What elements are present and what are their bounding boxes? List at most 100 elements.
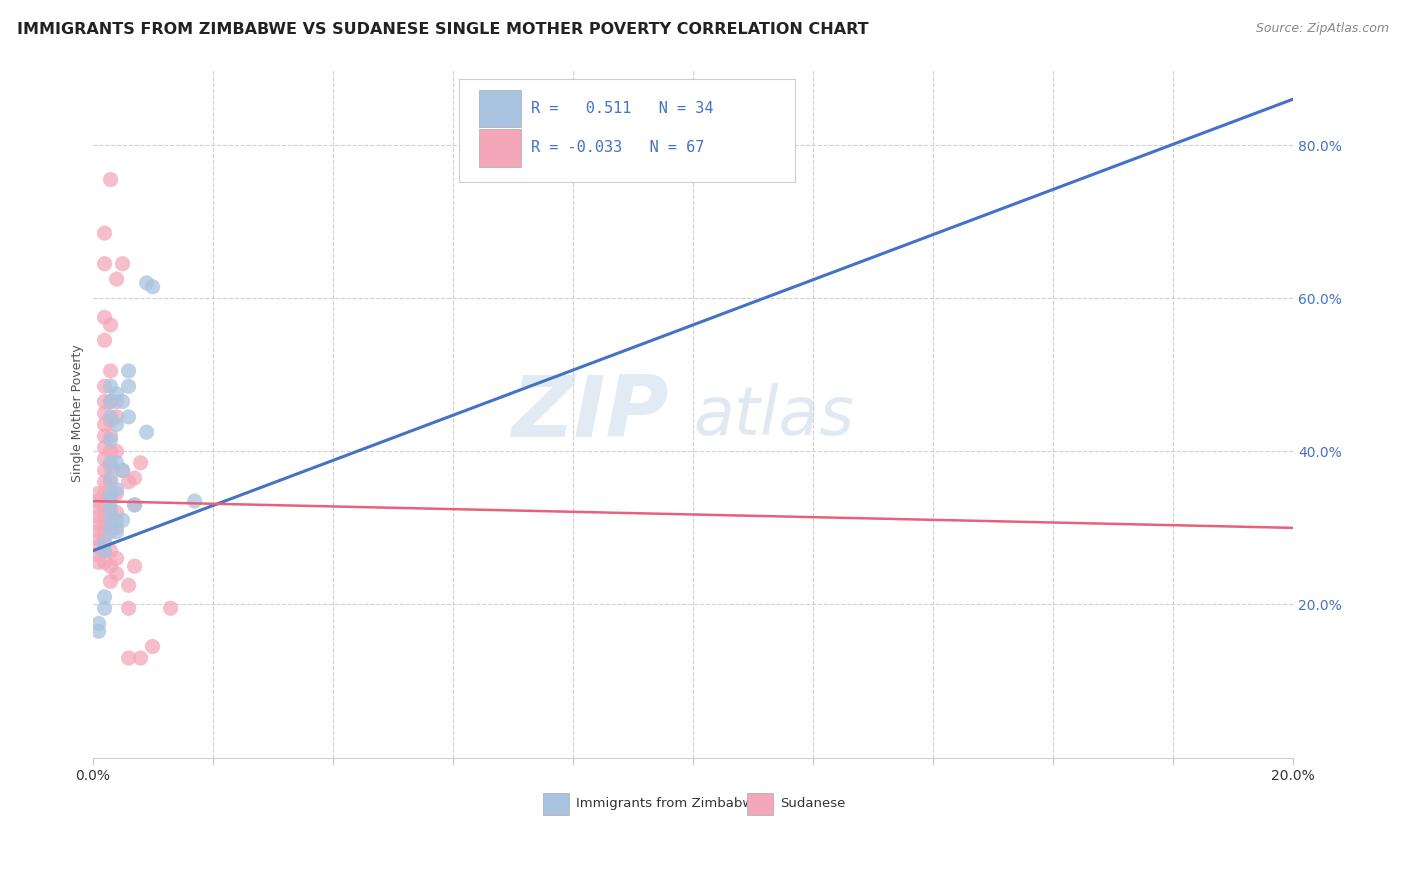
Point (87, 555, 110, 569)
Point (105, 486, 128, 500)
Text: ZIP: ZIP (512, 372, 669, 455)
Point (124, 498, 146, 512)
Point (105, 444, 128, 458)
Point (100, 456, 122, 470)
Point (100, 544, 122, 558)
Point (93, 544, 115, 558)
Point (105, 483, 128, 497)
Point (93, 406, 115, 420)
Point (87, 524, 110, 539)
Point (142, 640, 165, 654)
Point (93, 536, 115, 550)
Point (93, 590, 115, 604)
Point (100, 379, 122, 393)
Point (100, 409, 122, 424)
Point (105, 409, 128, 424)
Text: atlas: atlas (693, 384, 853, 450)
Point (100, 471, 122, 485)
Point (87, 548, 110, 562)
Point (87, 516, 110, 531)
Point (100, 506, 122, 520)
FancyBboxPatch shape (747, 793, 773, 814)
Text: R = -0.033   N = 67: R = -0.033 N = 67 (530, 140, 704, 155)
Point (105, 513, 128, 527)
FancyBboxPatch shape (458, 78, 794, 182)
Point (93, 429, 115, 443)
Point (100, 364, 122, 378)
Point (93, 521, 115, 535)
Point (159, 601, 181, 615)
Point (124, 471, 146, 485)
Point (93, 475, 115, 489)
Point (105, 456, 128, 470)
Point (93, 601, 115, 615)
Point (100, 394, 122, 409)
Point (93, 463, 115, 477)
Point (117, 578, 139, 592)
Point (100, 574, 122, 589)
Point (100, 494, 122, 508)
Point (93, 257, 115, 271)
Point (135, 425, 157, 440)
Point (124, 498, 146, 512)
Point (100, 490, 122, 504)
Point (93, 417, 115, 432)
Point (129, 456, 152, 470)
Point (124, 559, 146, 574)
Point (111, 513, 134, 527)
Point (87, 540, 110, 554)
Text: Source: ZipAtlas.com: Source: ZipAtlas.com (1256, 22, 1389, 36)
Point (105, 524, 128, 539)
Point (93, 226, 115, 240)
Point (87, 509, 110, 524)
Point (111, 463, 134, 477)
Point (100, 459, 122, 474)
Point (100, 513, 122, 527)
Point (93, 544, 115, 558)
Point (93, 394, 115, 409)
Point (111, 257, 134, 271)
Point (93, 379, 115, 393)
Point (100, 559, 122, 574)
Point (100, 524, 122, 539)
Point (117, 364, 139, 378)
Point (111, 463, 134, 477)
Point (93, 486, 115, 500)
Point (87, 533, 110, 547)
Point (135, 276, 157, 290)
Point (100, 475, 122, 489)
Point (105, 521, 128, 535)
Point (117, 475, 139, 489)
Point (105, 417, 128, 432)
FancyBboxPatch shape (479, 128, 522, 167)
Point (100, 486, 122, 500)
Point (117, 409, 139, 424)
Text: R =   0.511   N = 34: R = 0.511 N = 34 (530, 101, 713, 116)
Point (183, 494, 205, 508)
Point (100, 501, 122, 516)
Point (100, 444, 122, 458)
Point (93, 555, 115, 569)
Point (105, 272, 128, 286)
Point (87, 494, 110, 508)
Point (142, 279, 165, 293)
Text: Sudanese: Sudanese (780, 797, 846, 810)
Text: IMMIGRANTS FROM ZIMBABWE VS SUDANESE SINGLE MOTHER POVERTY CORRELATION CHART: IMMIGRANTS FROM ZIMBABWE VS SUDANESE SIN… (17, 22, 869, 37)
Point (117, 651, 139, 665)
Point (100, 394, 122, 409)
Point (111, 394, 134, 409)
Point (93, 533, 115, 547)
Y-axis label: Single Mother Poverty: Single Mother Poverty (72, 344, 84, 482)
Point (93, 509, 115, 524)
Point (87, 501, 110, 516)
FancyBboxPatch shape (543, 793, 569, 814)
Point (129, 651, 152, 665)
Point (87, 624, 110, 639)
Point (93, 452, 115, 467)
Point (100, 433, 122, 447)
Point (87, 616, 110, 631)
Point (105, 551, 128, 566)
Point (100, 521, 122, 535)
Point (93, 334, 115, 348)
Point (87, 486, 110, 500)
